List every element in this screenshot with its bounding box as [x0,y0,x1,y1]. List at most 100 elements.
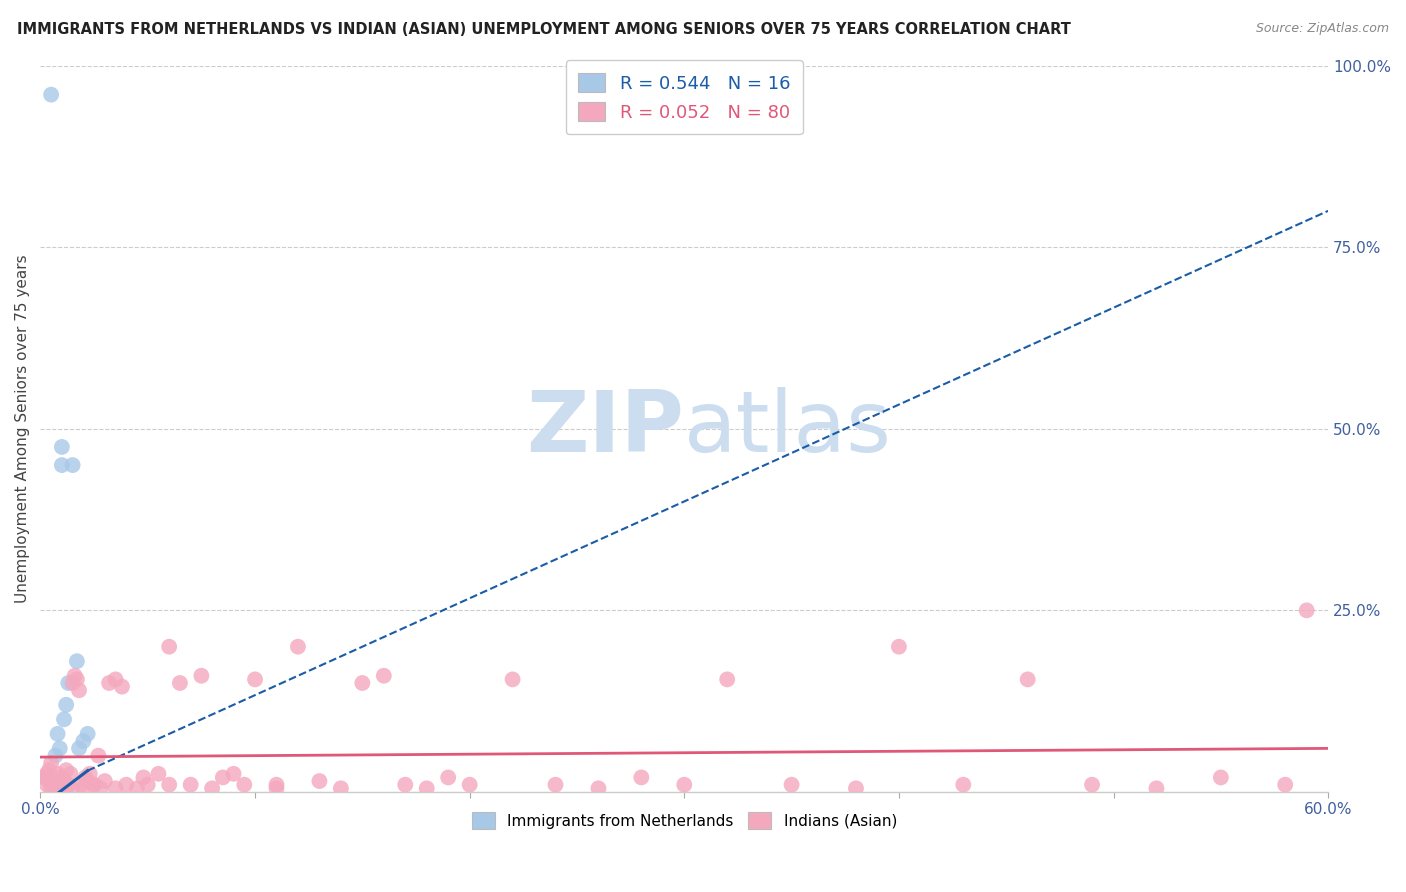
Point [87,748,110,763]
Point [157,640,180,654]
Point [70,778,93,792]
Point [34,771,56,785]
Point [394,778,416,792]
Point [62,458,84,472]
Point [83,778,105,792]
Point [157,778,180,792]
Point [111,680,134,694]
Point [169,676,191,690]
Point [352,676,374,690]
Point [180,778,202,792]
Point [502,673,524,687]
Point [416,781,439,796]
Point [46,727,69,741]
Point [243,673,266,687]
Point [1274,778,1296,792]
Point [51,440,73,454]
Point [94,774,117,789]
Point [72,734,94,748]
Point [190,669,212,683]
Point [42,774,65,789]
Point [952,778,974,792]
Point [104,673,127,687]
Point [588,781,610,796]
Point [845,781,868,796]
Point [44,774,66,789]
Point [287,640,309,654]
Point [125,781,148,796]
Point [308,774,330,789]
Point [66,654,89,668]
Point [1146,781,1168,796]
Y-axis label: Unemployment Among Seniors over 75 years: Unemployment Among Seniors over 75 years [15,254,30,603]
Point [83,778,105,792]
Point [1209,771,1232,785]
Point [42,778,65,792]
Legend: Immigrants from Netherlands, Indians (Asian): Immigrants from Netherlands, Indians (As… [465,806,903,835]
Point [58,778,80,792]
Point [1081,778,1104,792]
Point [201,781,224,796]
Point [89,781,111,796]
Point [887,640,910,654]
Point [58,676,80,690]
Point [132,771,155,785]
Point [1295,603,1317,617]
Point [53,712,76,726]
Point [46,781,69,796]
Point [76,774,98,789]
Point [148,766,170,780]
Point [72,781,94,796]
Point [55,698,77,712]
Point [67,683,90,698]
Point [136,778,159,792]
Point [38,763,60,777]
Point [673,778,696,792]
Text: Source: ZipAtlas.com: Source: ZipAtlas.com [1256,22,1389,36]
Point [67,741,90,756]
Point [222,766,245,780]
Point [98,676,121,690]
Point [44,748,66,763]
Text: IMMIGRANTS FROM NETHERLANDS VS INDIAN (ASIAN) UNEMPLOYMENT AMONG SENIORS OVER 75: IMMIGRANTS FROM NETHERLANDS VS INDIAN (A… [17,22,1071,37]
Point [79,766,101,780]
Point [59,766,82,780]
Point [458,778,481,792]
Point [39,87,62,102]
Point [104,781,127,796]
Text: ZIP: ZIP [526,387,685,470]
Point [266,778,288,792]
Point [51,781,73,796]
Point [62,676,84,690]
Point [780,778,803,792]
Point [35,766,58,780]
Point [630,771,652,785]
Point [39,781,62,796]
Text: atlas: atlas [685,387,893,470]
Point [544,778,567,792]
Point [266,781,288,796]
Point [38,774,60,789]
Point [233,778,256,792]
Point [51,458,73,472]
Point [211,771,233,785]
Point [63,669,86,683]
Point [55,781,77,796]
Point [35,778,58,792]
Point [39,756,62,770]
Point [48,778,70,792]
Point [35,771,58,785]
Point [62,781,84,796]
Point [66,673,89,687]
Point [329,781,352,796]
Point [373,669,395,683]
Point [716,673,738,687]
Point [48,741,70,756]
Point [51,771,73,785]
Point [115,778,138,792]
Point [437,771,460,785]
Point [55,763,77,777]
Point [53,774,76,789]
Point [1017,673,1039,687]
Point [46,766,69,780]
